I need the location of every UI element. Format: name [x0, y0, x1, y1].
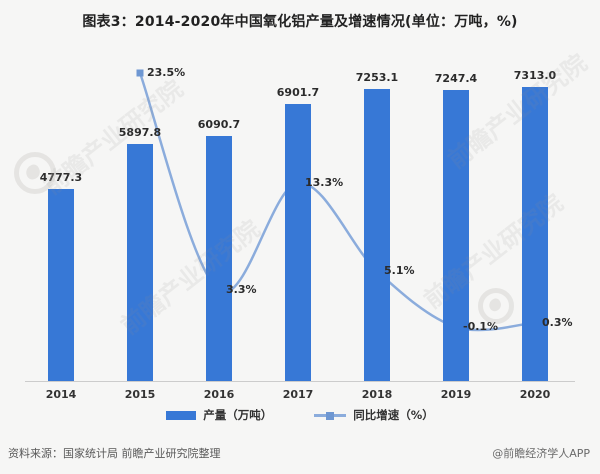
- x-axis-label: 2017: [282, 388, 314, 401]
- x-axis-label: 2018: [361, 388, 393, 401]
- legend-item-production: 产量（万吨）: [166, 407, 272, 423]
- bar-2017: [285, 104, 311, 381]
- bar-value-label: 6901.7: [276, 86, 320, 99]
- line-marker: [136, 69, 144, 77]
- source-note: 资料来源：国家统计局 前瞻产业研究院整理: [8, 447, 221, 460]
- bar-2014: [48, 189, 74, 381]
- x-axis-label: 2020: [519, 388, 551, 401]
- chart-title: 图表3：2014-2020年中国氧化铝产量及增速情况(单位：万吨，%): [82, 14, 518, 30]
- bar-value-label: 6090.7: [197, 118, 241, 131]
- bar-value-label: 7247.4: [434, 72, 478, 85]
- bar-value-label: 7253.1: [355, 71, 399, 84]
- credit-note: @前瞻经济学人APP: [492, 447, 590, 460]
- legend-label-growth: 同比增速（%）: [353, 408, 434, 422]
- bar-2018: [364, 89, 390, 381]
- x-axis-label: 2015: [124, 388, 156, 401]
- bar-2016: [206, 136, 232, 381]
- legend-line-swatch-marker: [326, 411, 335, 420]
- x-axis-line: [25, 381, 575, 382]
- line-value-label: 5.1%: [384, 264, 415, 277]
- x-axis-label: 2019: [440, 388, 472, 401]
- bar-value-label: 4777.3: [39, 171, 83, 184]
- line-value-label: -0.1%: [463, 320, 499, 333]
- legend: 产量（万吨） 同比增速（%）: [0, 407, 600, 423]
- chart-footer: 资料来源：国家统计局 前瞻产业研究院整理 @前瞻经济学人APP: [0, 443, 600, 463]
- line-value-label: 23.5%: [147, 66, 186, 79]
- legend-item-growth: 同比增速（%）: [314, 407, 434, 423]
- x-axis-label: 2016: [203, 388, 235, 401]
- bar-value-label: 7313.0: [513, 69, 557, 82]
- growth-line: [138, 72, 536, 332]
- bar-2020: [522, 87, 548, 381]
- bar-2015: [127, 144, 153, 381]
- legend-line-swatch: [314, 411, 347, 420]
- bar-2019: [443, 90, 469, 381]
- x-axis-label: 2014: [45, 388, 77, 401]
- legend-bar-swatch: [166, 410, 197, 420]
- bar-value-label: 5897.8: [118, 126, 162, 139]
- legend-label-production: 产量（万吨）: [203, 408, 273, 422]
- line-value-label: 0.3%: [542, 315, 573, 329]
- line-value-label: 3.3%: [226, 283, 257, 297]
- line-value-label: 13.3%: [305, 175, 344, 189]
